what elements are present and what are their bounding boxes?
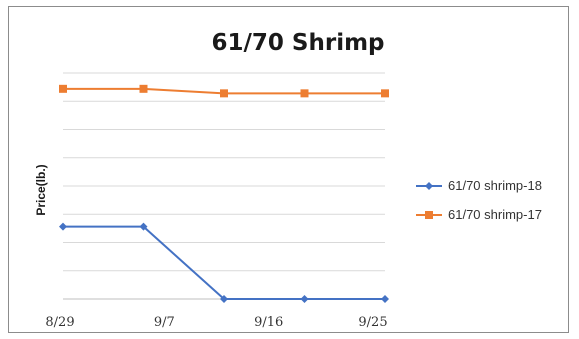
legend-marker <box>425 182 433 190</box>
legend: 61/70 shrimp-18 61/70 shrimp-17 <box>416 178 542 222</box>
data-point <box>300 89 309 98</box>
series-line <box>63 225 385 300</box>
series-lines <box>59 84 389 303</box>
legend-marker <box>425 211 433 219</box>
x-axis-ticks: 8/29 9/7 9/16 9/25 <box>45 315 387 330</box>
data-point <box>220 89 228 98</box>
x-tick-label: 9/25 <box>358 315 387 330</box>
x-tick-label: 9/7 <box>154 315 175 330</box>
x-tick-label: 9/16 <box>254 315 283 330</box>
data-point <box>381 89 389 98</box>
data-point <box>139 84 148 93</box>
data-point <box>139 222 148 231</box>
x-tick-label: 8/29 <box>45 315 74 330</box>
data-point <box>59 222 67 231</box>
gridlines <box>63 72 385 300</box>
legend-label: 61/70 shrimp-17 <box>448 207 542 222</box>
y-axis-label: Price(lb.) <box>34 164 48 215</box>
series-1 <box>59 222 389 303</box>
data-point <box>300 295 309 303</box>
legend-label: 61/70 shrimp-18 <box>448 178 542 193</box>
data-point <box>220 295 228 303</box>
chart-frame <box>8 6 569 333</box>
series-2 <box>59 84 389 98</box>
data-point <box>59 84 67 93</box>
chart-title: 61/70 Shrimp <box>211 30 384 56</box>
data-point <box>381 295 389 303</box>
